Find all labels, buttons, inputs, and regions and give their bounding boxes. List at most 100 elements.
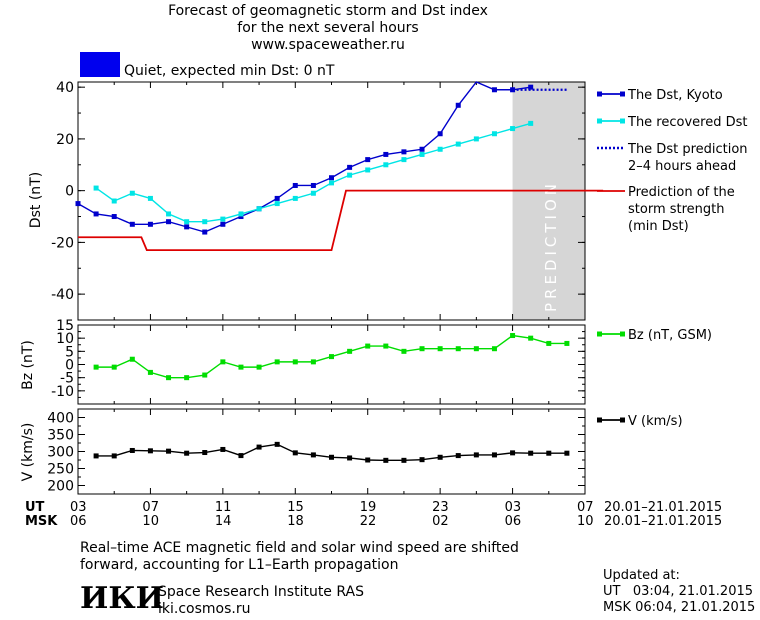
data-point — [437, 146, 443, 152]
data-point — [365, 167, 371, 173]
data-point — [383, 343, 389, 349]
data-point — [274, 201, 280, 207]
y-tick-label: 40 — [56, 80, 74, 96]
legend-label: The recovered Dst — [627, 115, 747, 130]
data-point — [111, 214, 117, 220]
legend-marker — [597, 118, 602, 124]
y-axis-label: Bz (nT) — [20, 340, 36, 390]
data-point — [147, 448, 153, 454]
status-text: Quiet, expected min Dst: 0 nT — [124, 63, 335, 79]
data-point — [546, 340, 552, 346]
data-point — [455, 346, 461, 352]
chart-title-line2: for the next several hours — [237, 20, 419, 36]
data-point — [564, 450, 570, 456]
institute-site[interactable]: iki.cosmos.ru — [158, 601, 251, 617]
data-point — [437, 131, 443, 137]
data-point — [184, 375, 190, 381]
data-point — [473, 346, 479, 352]
data-point — [129, 356, 135, 362]
prediction-zone — [512, 82, 585, 320]
data-point — [491, 452, 497, 458]
ut-tick-label: 23 — [432, 500, 449, 515]
data-point — [419, 151, 425, 157]
panel-frame — [77, 324, 586, 405]
data-point — [292, 182, 298, 188]
legend-label-line: The recovered Dst — [627, 115, 747, 130]
y-tick-label: 200 — [47, 479, 74, 495]
data-point — [347, 455, 353, 461]
data-point — [401, 157, 407, 163]
ut-tick-label: 03 — [504, 500, 522, 515]
data-point — [455, 141, 461, 147]
updated-msk: MSK 06:04, 21.01.2015 — [603, 600, 756, 615]
legend-marker — [597, 417, 602, 423]
msk-tick-label: 22 — [359, 514, 377, 529]
data-point — [510, 333, 516, 339]
ut-tick-label: 07 — [577, 500, 594, 515]
data-point — [75, 201, 81, 207]
legend-label: The Dst, Kyoto — [627, 88, 723, 103]
data-point — [238, 453, 244, 459]
chart-title-line3: www.spaceweather.ru — [251, 37, 405, 53]
footer-note-line1: Real–time ACE magnetic field and solar w… — [80, 540, 519, 556]
msk-axis-label: MSK — [25, 514, 58, 529]
data-point — [256, 444, 262, 450]
y-tick-label: 400 — [47, 411, 74, 427]
data-point — [184, 224, 190, 230]
data-point — [419, 457, 425, 463]
data-point — [528, 335, 534, 341]
data-point — [220, 359, 226, 365]
y-tick-label: 300 — [47, 445, 74, 461]
data-point — [528, 450, 534, 456]
data-point — [147, 195, 153, 201]
data-point — [383, 162, 389, 168]
data-point — [419, 146, 425, 152]
data-point — [292, 195, 298, 201]
data-point — [546, 450, 552, 456]
data-point — [329, 175, 334, 181]
data-point — [510, 450, 516, 456]
data-point — [256, 206, 262, 212]
data-point — [129, 221, 135, 227]
data-point — [292, 450, 298, 456]
legend-label-line: The Dst prediction — [627, 142, 748, 157]
ut-axis-label: UT — [25, 500, 45, 515]
y-tick-label: 15 — [56, 318, 74, 334]
ut-tick-label: 07 — [142, 500, 159, 515]
legend-marker — [620, 417, 625, 423]
data-point — [455, 102, 461, 108]
data-point — [310, 359, 316, 365]
iki-logo: ИКИ — [80, 581, 164, 616]
data-point — [93, 364, 99, 370]
data-point — [166, 219, 172, 225]
data-point — [202, 229, 208, 235]
legend-label-line: V (km/s) — [628, 414, 683, 429]
updated-label: Updated at: — [603, 568, 680, 583]
data-point — [202, 450, 208, 456]
data-point — [491, 346, 497, 352]
data-point — [184, 450, 190, 456]
msk-tick-label: 14 — [214, 514, 232, 529]
data-point — [437, 346, 443, 352]
data-point — [365, 343, 371, 349]
msk-tick-label: 02 — [432, 514, 449, 529]
data-point — [329, 454, 334, 460]
data-point — [220, 221, 226, 227]
institute-name: Space Research Institute RAS — [158, 584, 364, 600]
data-point — [202, 219, 208, 225]
data-point — [202, 372, 208, 378]
data-point — [510, 126, 516, 132]
data-point — [473, 136, 479, 142]
data-point — [347, 172, 353, 178]
data-point — [166, 448, 172, 454]
data-point — [292, 359, 298, 365]
data-point — [93, 211, 99, 217]
updated-ut: UT 03:04, 21.01.2015 — [603, 584, 754, 599]
ut-tick-label: 15 — [287, 500, 304, 515]
legend-marker — [597, 331, 602, 337]
status-color-swatch — [80, 52, 120, 77]
y-tick-label: -10 — [51, 384, 74, 400]
data-point — [329, 180, 334, 186]
